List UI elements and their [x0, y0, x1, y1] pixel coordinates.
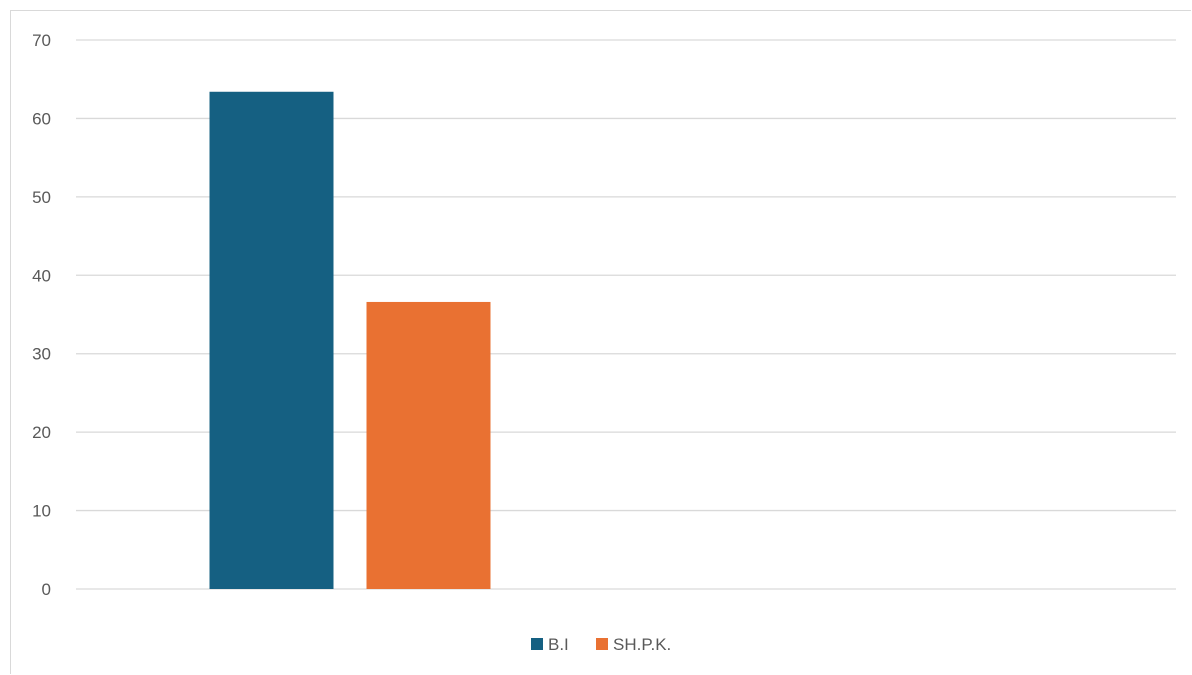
y-tick-label: 70 — [32, 31, 51, 50]
bars — [209, 91, 491, 590]
chart-frame — [10, 10, 1191, 674]
legend-swatch-0 — [531, 638, 543, 650]
y-tick-label: 30 — [32, 345, 51, 364]
bar-bi — [209, 91, 334, 590]
legend-label-0: B.I — [548, 635, 569, 654]
y-tick-label: 50 — [32, 188, 51, 207]
y-axis-ticks: 0 10 20 30 40 50 60 70 — [32, 31, 51, 599]
bar-shpk — [366, 301, 491, 589]
y-tick-label: 40 — [32, 266, 51, 285]
y-tick-label: 20 — [32, 423, 51, 442]
y-tick-label: 10 — [32, 502, 51, 521]
y-tick-label: 0 — [42, 580, 51, 599]
y-tick-label: 60 — [32, 109, 51, 128]
legend-swatch-1 — [596, 638, 608, 650]
legend-label-1: SH.P.K. — [613, 635, 671, 654]
legend: B.I SH.P.K. — [531, 635, 671, 654]
